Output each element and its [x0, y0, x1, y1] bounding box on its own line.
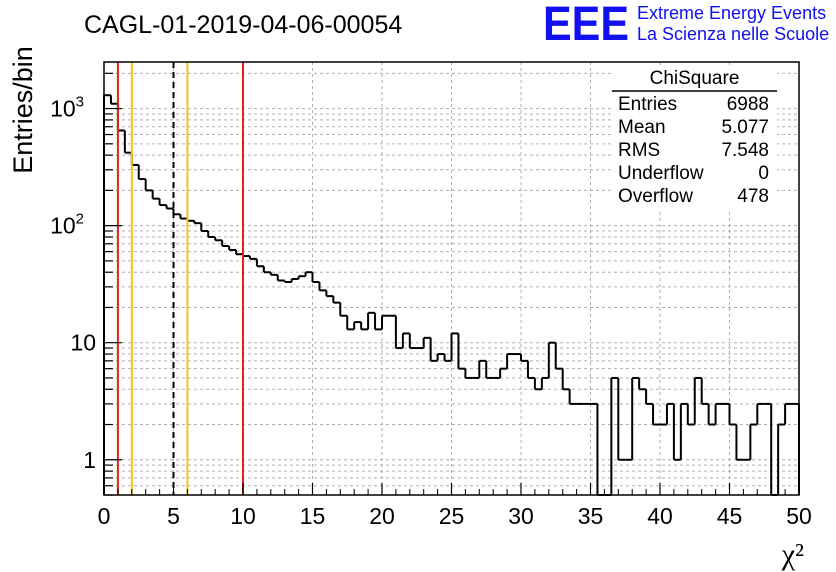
stats-title: ChiSquare: [650, 68, 740, 89]
y-tick-label: 102: [50, 211, 84, 239]
eee-logo: EEE Extreme Energy Events La Scienza nel…: [543, 0, 829, 51]
stats-box: ChiSquare Entries 6988 Mean 5.077 RMS 7.548 Und…: [612, 66, 777, 209]
chart-title: CAGL-01-2019-04-06-00054: [84, 11, 402, 39]
stats-row-label: Underflow: [618, 163, 704, 184]
y-axis-label: Entries/bin: [8, 46, 38, 174]
y-tick-label: 1: [83, 447, 96, 473]
stats-row-value: 7.548: [721, 140, 769, 161]
stats-row-value: 6988: [727, 94, 769, 115]
stats-row-value: 0: [758, 163, 769, 184]
stats-row-label: Mean: [618, 117, 666, 138]
y-axis-ticks: 1 10 102 103: [50, 72, 122, 496]
stats-background: [612, 66, 777, 209]
x-tick-label: 5: [167, 503, 180, 529]
grid-lines: [104, 62, 799, 495]
x-axis-label: χ²: [781, 538, 804, 571]
stats-row-label: Overflow: [618, 186, 693, 207]
logo-mark: EEE: [543, 0, 629, 51]
x-tick-label: 10: [230, 503, 256, 529]
logo-line-2: La Scienza nelle Scuole: [637, 24, 829, 44]
stats-row-value: 478: [737, 186, 769, 207]
x-tick-label: 20: [369, 503, 395, 529]
logo-line-1: Extreme Energy Events: [637, 3, 826, 23]
x-tick-label: 40: [647, 503, 673, 529]
x-tick-label: 0: [98, 503, 111, 529]
reference-lines: [116, 62, 244, 495]
y-tick-label: 103: [50, 94, 84, 122]
x-tick-label: 30: [508, 503, 534, 529]
x-tick-label: 25: [439, 503, 465, 529]
x-tick-label: 15: [300, 503, 326, 529]
y-tick-label: 10: [70, 330, 96, 356]
x-tick-label: 50: [786, 503, 812, 529]
x-tick-label: 35: [578, 503, 604, 529]
stats-row-label: Entries: [618, 94, 677, 115]
x-tick-label: 45: [717, 503, 743, 529]
x-axis-ticks: 0 5 10 15 20 25 30 35 40 45 50: [98, 483, 812, 529]
stats-row-value: 5.077: [721, 117, 769, 138]
stats-row-label: RMS: [618, 140, 660, 161]
